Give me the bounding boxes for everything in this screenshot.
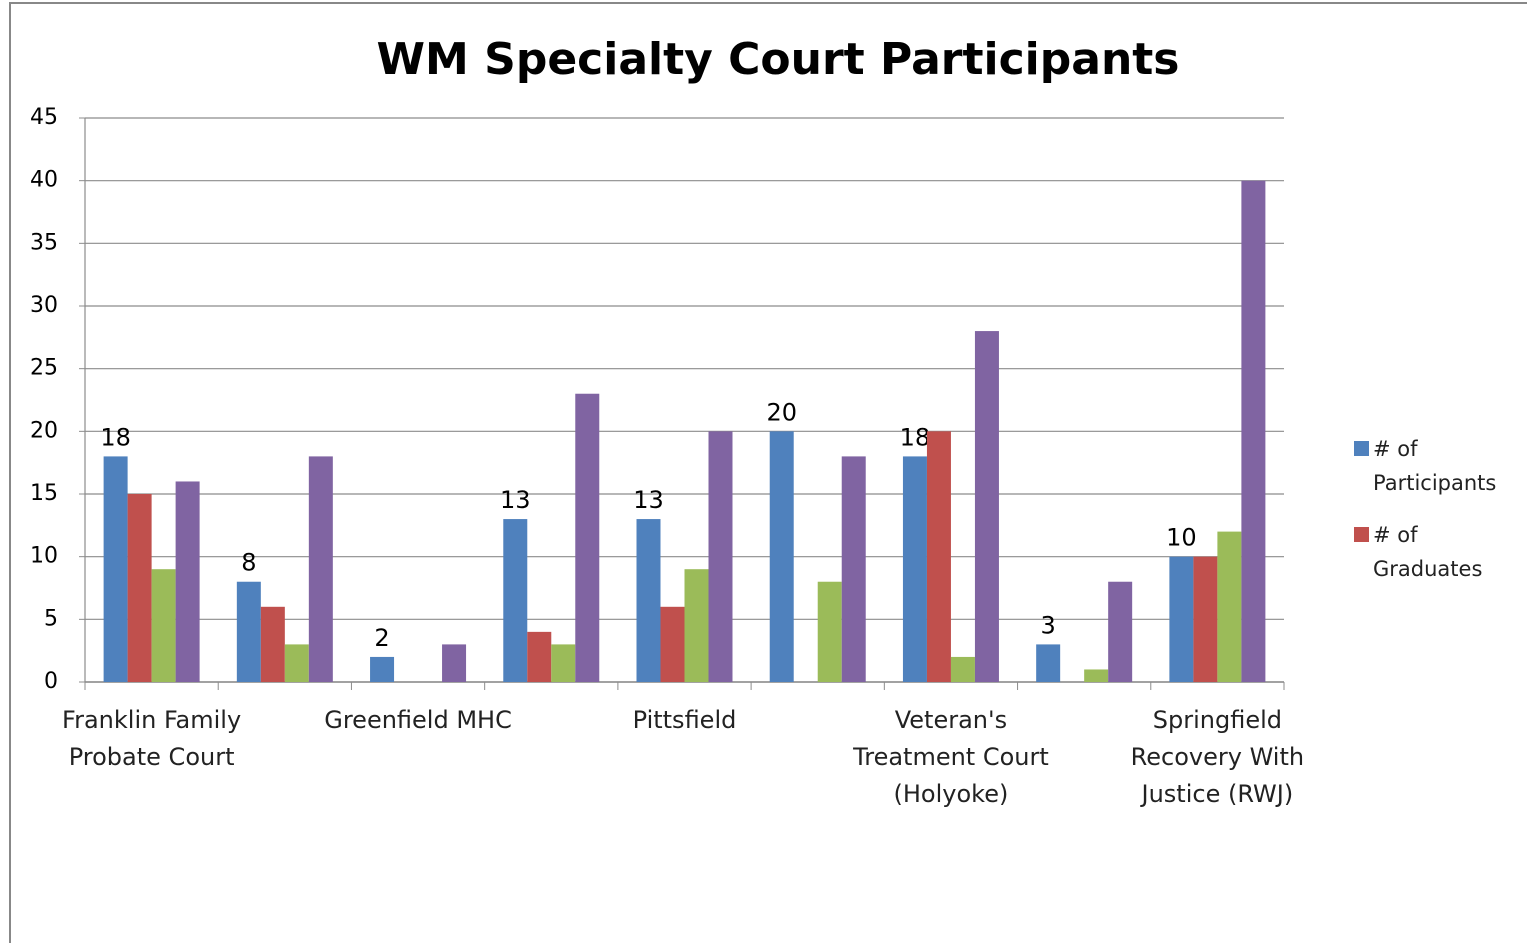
y-tick-label: 15 — [30, 481, 58, 506]
x-tick-label: Greenfield MHC — [324, 706, 512, 734]
y-tick-label: 5 — [44, 606, 58, 631]
bar — [442, 644, 467, 682]
bar — [817, 581, 842, 682]
data-label: 18 — [100, 423, 131, 451]
data-label: 3 — [1041, 611, 1056, 639]
y-tick-label: 25 — [30, 356, 58, 381]
y-tick-label: 40 — [30, 168, 58, 193]
bar — [308, 456, 333, 682]
bar — [175, 481, 200, 682]
data-label: 18 — [900, 423, 931, 451]
legend-item: # of Participants — [1354, 432, 1513, 500]
bar — [926, 431, 951, 682]
bar — [974, 331, 999, 682]
bar — [1036, 644, 1061, 682]
y-tick-label: 35 — [30, 230, 58, 255]
bar — [551, 644, 576, 682]
bar — [841, 456, 866, 682]
data-label: 13 — [500, 486, 531, 514]
data-label: 2 — [374, 624, 389, 652]
y-tick-label: 30 — [30, 293, 58, 318]
bar — [1084, 669, 1109, 682]
bar — [684, 569, 709, 682]
bar — [575, 393, 600, 682]
bar — [1241, 180, 1266, 682]
x-tick-label: Veteran's Treatment Court (Holyoke) — [853, 706, 1049, 808]
bar — [769, 431, 794, 682]
bar — [1217, 531, 1242, 682]
legend-swatch — [1354, 441, 1369, 456]
data-label: 10 — [1166, 524, 1197, 552]
bar — [636, 519, 661, 682]
bar — [370, 656, 395, 682]
bar — [902, 456, 927, 682]
y-tick-label: 0 — [44, 669, 58, 694]
data-label: 13 — [633, 486, 664, 514]
x-tick-label: Pittsfield — [632, 706, 737, 734]
bar — [1108, 581, 1133, 682]
legend-swatch — [1354, 527, 1369, 542]
bar — [660, 606, 685, 682]
chart-title: WM Specialty Court Participants — [377, 34, 1180, 85]
bar — [950, 656, 975, 682]
bar — [1169, 556, 1194, 682]
bar — [103, 456, 128, 682]
y-tick-label: 45 — [30, 105, 58, 130]
bar — [708, 431, 733, 682]
legend-label: # of Participants — [1373, 437, 1497, 495]
data-label: 20 — [766, 398, 797, 426]
bar — [127, 494, 152, 682]
y-tick-label: 10 — [30, 544, 58, 569]
data-label: 8 — [241, 549, 256, 577]
legend-label: # of Graduates — [1373, 523, 1483, 581]
bar — [503, 519, 528, 682]
bar — [1193, 556, 1218, 682]
x-tick-label: Springfield Recovery With Justice (RWJ) — [1130, 706, 1305, 808]
bar — [284, 644, 309, 682]
bar — [236, 581, 261, 682]
bar — [260, 606, 285, 682]
legend-item: # of Graduates — [1354, 518, 1513, 586]
bar — [151, 569, 176, 682]
y-tick-label: 20 — [30, 418, 58, 443]
x-tick-label: Franklin Family Probate Court — [62, 706, 242, 771]
bar — [527, 631, 552, 682]
chart-frame — [9, 2, 1527, 943]
